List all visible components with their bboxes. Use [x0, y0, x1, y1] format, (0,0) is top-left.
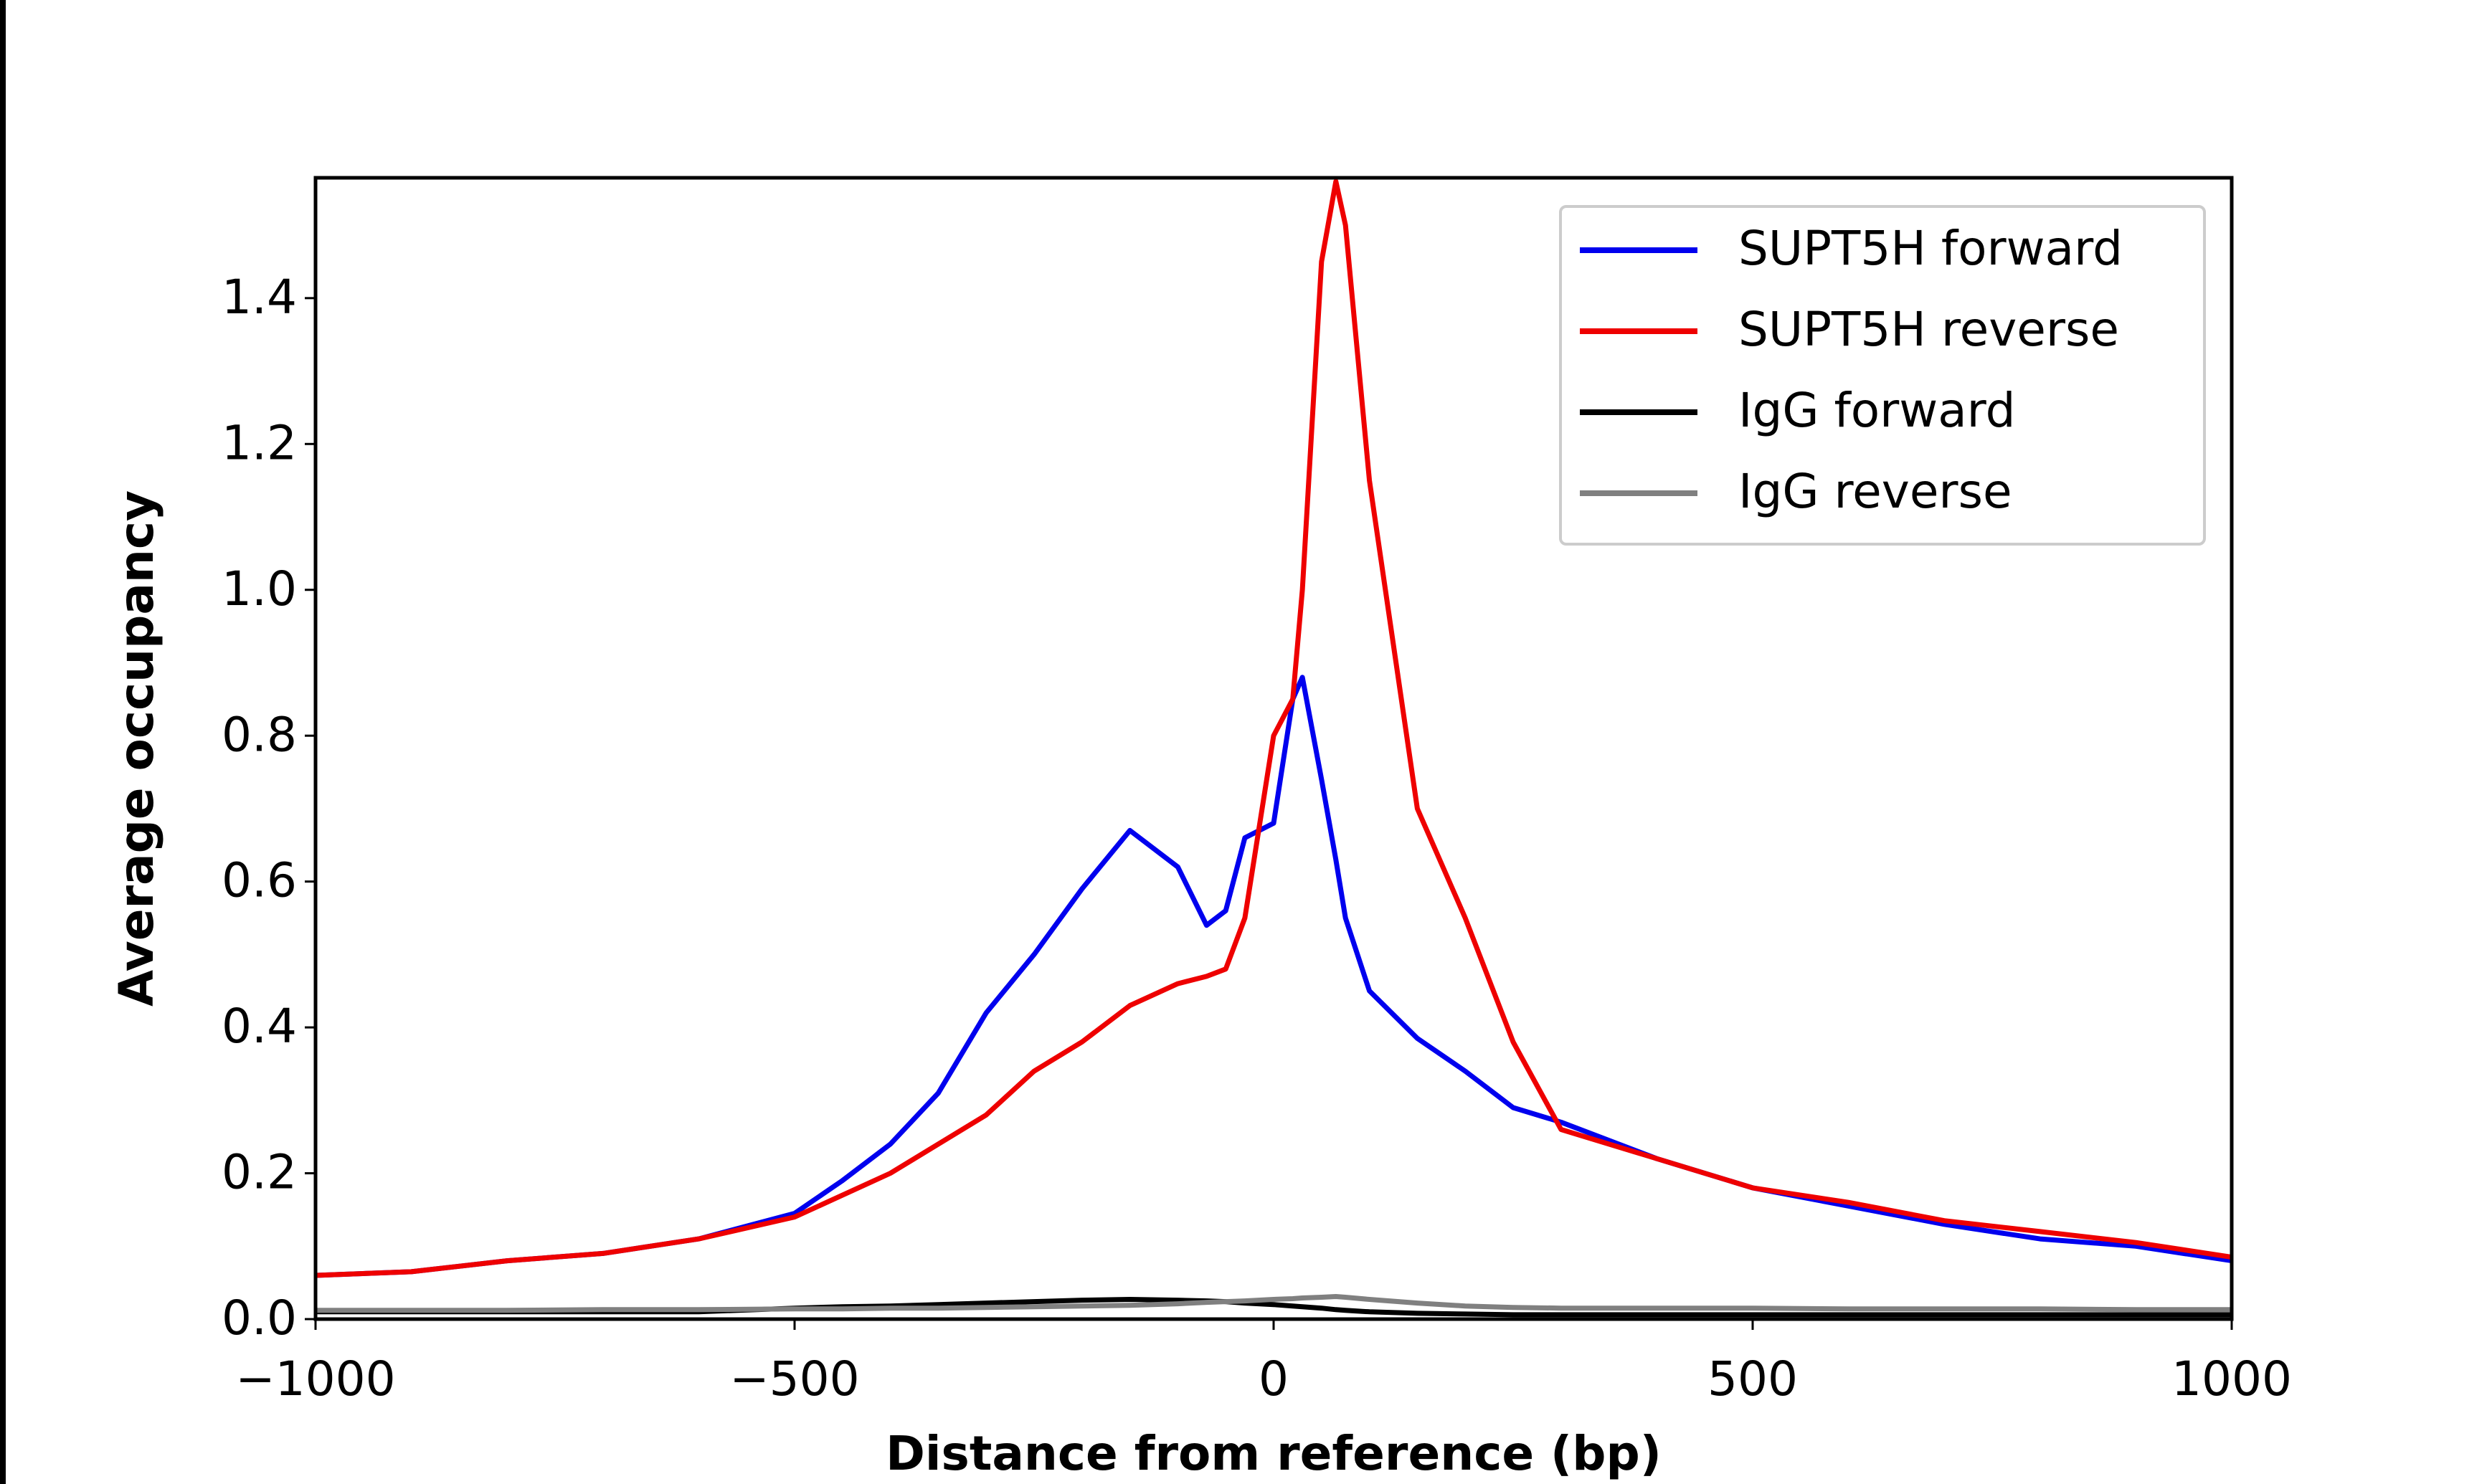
y-tick-label: 0.4	[222, 999, 297, 1054]
x-tick-label: −1000	[235, 1351, 395, 1407]
y-axis-label: Average occupancy	[109, 490, 164, 1007]
legend-label: IgG forward	[1738, 383, 2016, 438]
legend-label: IgG reverse	[1738, 464, 2012, 519]
data-line	[316, 1294, 2232, 1313]
y-tick-label: 1.4	[222, 270, 297, 325]
y-tick-label: 0.2	[222, 1145, 297, 1200]
legend-label: SUPT5H forward	[1738, 221, 2123, 276]
x-axis-label: Distance from reference (bp)	[886, 1426, 1662, 1481]
x-tick-label: 0	[1259, 1351, 1289, 1407]
data-line	[316, 179, 2232, 1278]
y-tick-label: 0.6	[222, 853, 297, 908]
legend-label: SUPT5H reverse	[1738, 302, 2119, 357]
legend-box	[1559, 205, 2206, 546]
y-tick-label: 0.8	[222, 707, 297, 762]
y-tick-label: 1.2	[222, 415, 297, 470]
y-tick-label: 0.0	[222, 1290, 297, 1346]
plot-frame	[313, 176, 2234, 1321]
x-tick-label: −500	[729, 1351, 859, 1407]
y-tick-label: 1.0	[222, 561, 297, 617]
left-border	[0, 0, 6, 1484]
x-tick-label: 500	[1707, 1351, 1798, 1407]
x-tick-label: 1000	[2171, 1351, 2292, 1407]
